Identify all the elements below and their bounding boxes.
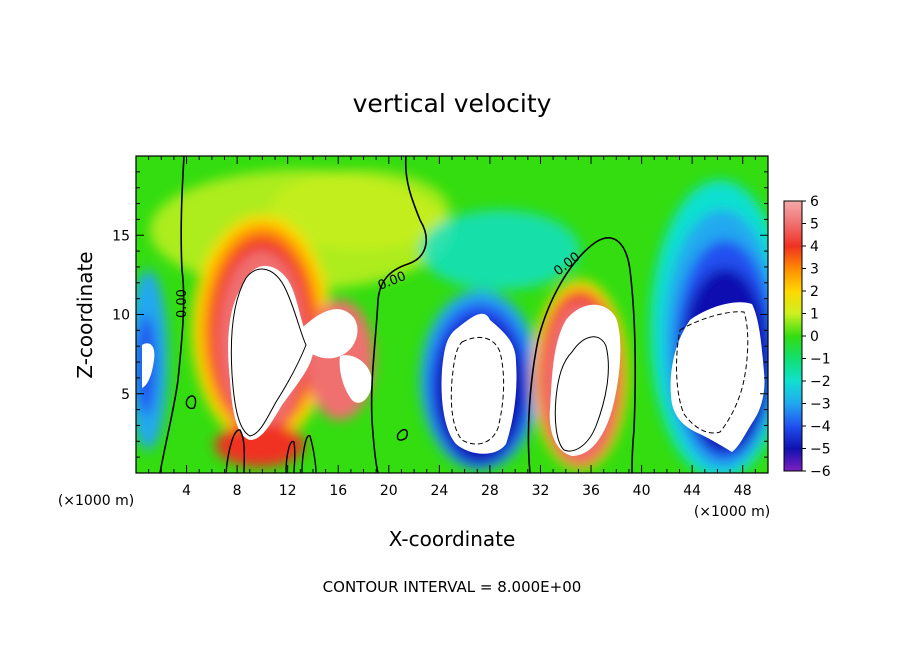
colorbar-cell: [784, 426, 802, 449]
x-tick-label: 4: [182, 483, 191, 499]
x-tick-label: 48: [734, 483, 752, 499]
small-contour-a: [185, 395, 197, 410]
x-tick-label: 36: [582, 483, 600, 499]
x-axis-units: (×1000 m): [694, 504, 770, 520]
small-contour-b: [396, 428, 408, 441]
updraft-core-left-lobe2: [339, 355, 372, 403]
heatmap-field: [136, 156, 768, 473]
colorbar-label: −6: [810, 464, 831, 480]
colorbar-cell: [784, 358, 802, 382]
colorbar-label: −2: [810, 374, 831, 390]
colorbar: 6 5 4 3 2 1 0 −1 −2 −3 −4 −5 −6: [783, 194, 831, 480]
colorbar-label: 1: [810, 307, 819, 323]
colorbar-cell: [784, 223, 802, 247]
y-axis-units: (×1000 m): [58, 493, 134, 509]
x-tick-label: 20: [380, 483, 398, 499]
contour-label-left: 0.00: [175, 289, 190, 318]
updraft-core-right: [549, 304, 621, 456]
colorbar-label: −5: [810, 442, 831, 458]
contour-interval-text: CONTOUR INTERVAL = 8.000E+00: [323, 578, 582, 596]
x-tick-label: 28: [481, 483, 499, 499]
colorbar-label: −4: [810, 419, 831, 435]
x-tick-label: 40: [633, 483, 651, 499]
colorbar-label: −1: [810, 352, 831, 368]
small-contour-d: [285, 440, 296, 473]
y-tick-label: 15: [112, 228, 130, 244]
colorbar-label: −3: [810, 397, 831, 413]
x-tick-label: 8: [233, 483, 242, 499]
small-contour-e: [301, 435, 317, 473]
downdraft-core-middle: [441, 313, 517, 454]
colorbar-cell: [784, 381, 802, 404]
zero-contour-right: [527, 237, 636, 473]
colorbar-label: 4: [810, 239, 819, 255]
colorbar-label: 6: [810, 194, 819, 210]
zero-contour-left: [159, 156, 185, 473]
negative-contour-right: [676, 311, 749, 434]
colorbar-cell: [784, 268, 802, 292]
colorbar-cell: [784, 313, 802, 337]
contour-lines: [159, 156, 749, 473]
colorbar-label: 2: [810, 284, 819, 300]
y-axis-title: Z-coordinate: [73, 251, 97, 378]
y-tick-label: 10: [112, 308, 130, 324]
updraft-core-left-lobe: [300, 309, 358, 359]
y-tick-label: 5: [121, 387, 130, 403]
colorbar-label: 3: [810, 262, 819, 278]
colorbar-cell: [784, 448, 802, 472]
colorbar-cell: [784, 201, 802, 224]
colorbar-label: 0: [810, 329, 819, 345]
x-tick-label: 12: [279, 483, 297, 499]
small-contour-c: [225, 429, 246, 473]
negative-contour-middle: [450, 336, 505, 445]
y-axis-ticks: 5 10 15: [112, 171, 768, 458]
chart-title: vertical velocity: [353, 89, 552, 118]
x-tick-label: 24: [430, 483, 448, 499]
x-axis-title: X-coordinate: [389, 527, 516, 551]
colorbar-cell: [784, 403, 802, 427]
x-axis-ticks: 4 8 12 16 20 24 28 32 36 40 44 48: [148, 156, 756, 499]
positive-contour-left: [230, 268, 307, 437]
x-tick-label: 44: [683, 483, 701, 499]
zero-contour-middle: [370, 156, 428, 473]
colorbar-label: 5: [810, 217, 819, 233]
x-tick-label: 32: [532, 483, 550, 499]
updraft-core-left: [228, 265, 314, 440]
downdraft-core-right: [670, 302, 765, 452]
x-tick-label: 16: [329, 483, 347, 499]
downdraft-core-left: [142, 343, 155, 388]
positive-contour-right: [554, 336, 609, 452]
colorbar-cell: [784, 291, 802, 314]
colorbar-cell: [784, 246, 802, 269]
colorbar-cell: [784, 336, 802, 359]
